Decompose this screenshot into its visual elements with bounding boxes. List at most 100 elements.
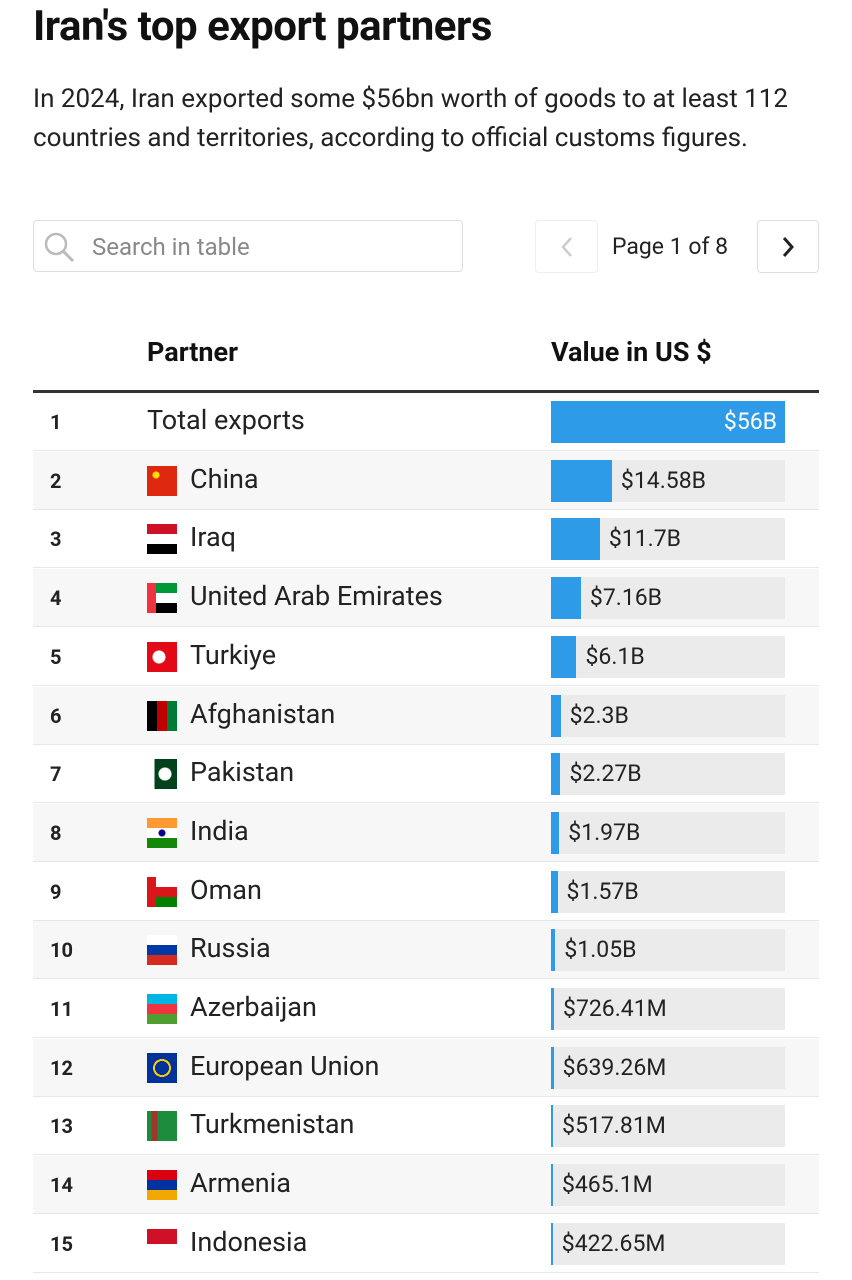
flag-icon [147,465,177,496]
flag-icon [147,994,177,1024]
partner-name: Total exports [147,404,305,436]
rank: 13 [50,1114,73,1139]
table-row: 12 European Union $639.26M [33,1038,819,1097]
table-row: 7 Pakistan $2.27B [33,745,819,804]
rank: 7 [50,762,62,787]
bar [551,753,561,796]
bar-track: $422.65M [551,1222,785,1265]
rank: 11 [50,997,73,1021]
value-label: $2.3B [569,701,629,729]
bar [551,694,561,737]
bar [551,459,612,502]
rank: 14 [50,1173,73,1198]
partner-name: Russia [190,932,271,965]
bar-track: $7.16B [551,577,785,620]
search-box[interactable]: Search in table [33,220,463,272]
bar-track: $517.81M [551,1105,785,1148]
bar [551,577,581,620]
partner-name: Pakistan [190,756,295,789]
prev-icon [561,237,572,257]
rank: 10 [50,938,73,963]
bar-track: $2.3B [551,694,785,737]
bar-track: $1.97B [551,811,785,854]
bar [551,1105,554,1148]
bar [551,518,600,561]
next-icon [782,237,795,257]
partner-name: European Union [190,1049,380,1082]
partner-name: Iraq [190,521,236,554]
flag-icon [147,1111,177,1142]
title: Iran's top export partners [33,2,492,51]
flag-icon [147,700,177,731]
table-row: 8 India $1.97B [33,803,819,862]
flag-icon [147,759,177,790]
table-row: 14 Armenia $465.1M [33,1156,819,1215]
value-label: $6.1B [585,642,645,670]
value-label: $14.58B [620,466,706,494]
bar-track: $2.27B [551,753,785,796]
search-icon [44,232,75,263]
value-label: $639.26M [562,1053,667,1081]
flag-icon [147,935,177,966]
bar [551,1046,554,1089]
bar-track: $639.26M [551,1046,785,1089]
table-row: 4 United Arab Emirates $7.16B [33,569,819,628]
next-button[interactable] [757,220,819,273]
rank: 2 [50,468,62,493]
rank: 4 [50,586,62,611]
table-row: 11 Azerbaijan $726.41M [33,980,819,1038]
flag-icon [147,1228,177,1259]
bar-track: $6.1B [551,635,785,678]
table-row: 10 Russia $1.05B [33,921,819,980]
rank: 3 [50,527,62,552]
rank: 5 [50,644,62,669]
bar-track: $465.1M [551,1164,785,1207]
value-label: $422.65M [561,1229,666,1257]
flag-icon [147,524,177,555]
partner-name: China [190,462,259,495]
column-header: Partner [147,336,238,368]
subtitle: In 2024, Iran exported some $56bn worth … [33,84,788,153]
rank: 9 [50,879,62,904]
bar-track: $56B [551,401,785,443]
value-label: $2.27B [569,760,642,788]
partner-name: Turkiye [190,638,277,671]
column-header: Value in US $ [551,336,712,368]
rank: 8 [50,820,62,845]
flag-icon [147,1170,177,1201]
table-row: 2 China $14.58B [33,451,819,510]
bar [551,988,555,1030]
bar-track: $11.7B [551,518,785,561]
rank: 6 [50,703,62,728]
value-label: $1.57B [566,877,639,905]
bar [551,929,556,972]
search-placeholder: Search in table [92,233,250,261]
bar [551,811,560,854]
bar-track: $726.41M [551,988,785,1030]
prev-button[interactable] [535,220,598,273]
table-row: 9 Oman $1.57B [33,862,819,921]
table-row: 13 Turkmenistan $517.81M [33,1097,819,1156]
rank: 15 [50,1231,73,1256]
partner-name: Armenia [190,1167,291,1200]
value-label: $7.16B [589,584,663,612]
bar [551,1164,553,1207]
bar [551,1222,553,1265]
value-label: $1.97B [568,818,641,846]
bar-track: $1.05B [551,929,785,972]
table-row: 1 Total exports $56B [33,393,819,451]
table-row: 6 Afghanistan $2.3B [33,686,819,745]
flag-icon [147,583,177,614]
table-row: 15 Indonesia $422.65M [33,1214,819,1273]
partner-name: Turkmenistan [190,1108,355,1141]
value-label: $1.05B [564,936,637,964]
value-label: $517.81M [562,1112,666,1140]
value-label: $11.7B [608,525,681,553]
rank: 1 [50,410,62,434]
bar [551,870,558,913]
partner-name: Azerbaijan [190,991,317,1023]
partner-name: India [190,814,249,847]
rank: 12 [50,1055,73,1080]
flag-icon [147,641,177,672]
